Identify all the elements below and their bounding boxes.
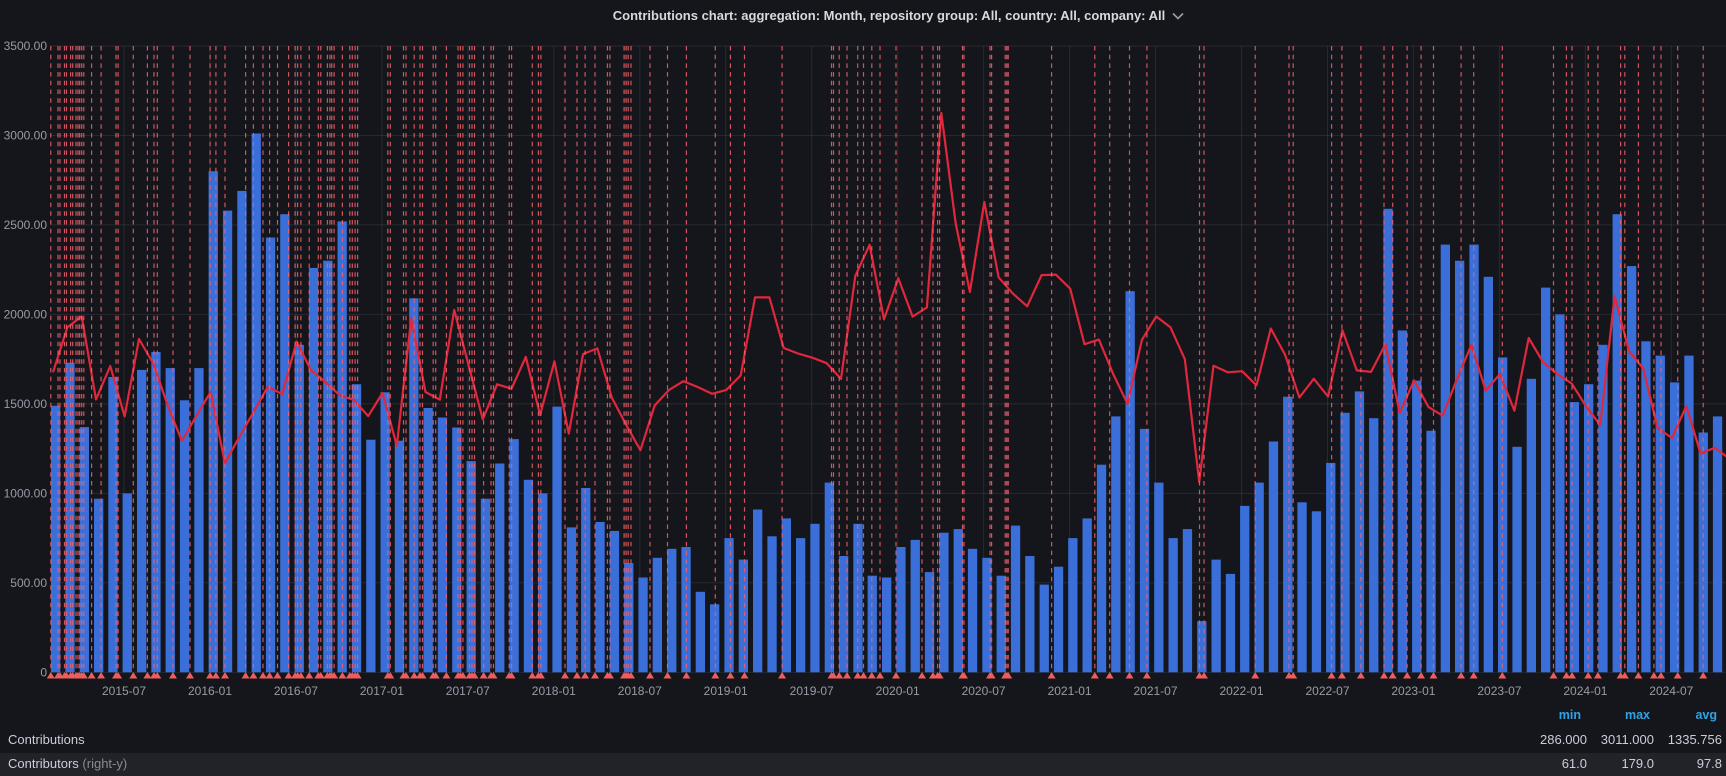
svg-text:max: max: [1625, 708, 1650, 722]
svg-text:2020-01: 2020-01: [876, 684, 920, 698]
svg-text:Contributors (right-y): Contributors (right-y): [8, 756, 127, 771]
svg-text:2024-07: 2024-07: [1649, 684, 1693, 698]
svg-text:2000.00: 2000.00: [4, 307, 48, 321]
svg-text:2020-07: 2020-07: [962, 684, 1006, 698]
svg-text:1335.756: 1335.756: [1668, 732, 1722, 747]
svg-text:2023-01: 2023-01: [1391, 684, 1435, 698]
svg-text:3500.00: 3500.00: [4, 39, 48, 53]
svg-text:Contributions chart: aggregati: Contributions chart: aggregation: Month,…: [613, 8, 1166, 23]
svg-text:2018-07: 2018-07: [618, 684, 662, 698]
svg-text:2016-07: 2016-07: [274, 684, 318, 698]
svg-text:2019-07: 2019-07: [790, 684, 834, 698]
svg-text:3000.00: 3000.00: [4, 129, 48, 143]
svg-text:179.0: 179.0: [1621, 756, 1654, 771]
svg-text:97.8: 97.8: [1697, 756, 1722, 771]
svg-text:2019-01: 2019-01: [704, 684, 748, 698]
svg-text:2022-01: 2022-01: [1219, 684, 1263, 698]
svg-text:2021-01: 2021-01: [1048, 684, 1092, 698]
svg-text:2021-07: 2021-07: [1133, 684, 1177, 698]
svg-text:Contributions: Contributions: [8, 732, 85, 747]
svg-text:2024-01: 2024-01: [1563, 684, 1607, 698]
svg-text:2022-07: 2022-07: [1305, 684, 1349, 698]
svg-text:2023-07: 2023-07: [1477, 684, 1521, 698]
svg-text:1000.00: 1000.00: [4, 486, 48, 500]
svg-text:286.000: 286.000: [1540, 732, 1587, 747]
svg-text:2018-01: 2018-01: [532, 684, 576, 698]
svg-text:2500.00: 2500.00: [4, 218, 48, 232]
svg-text:2017-07: 2017-07: [446, 684, 490, 698]
svg-text:2017-01: 2017-01: [360, 684, 404, 698]
svg-text:min: min: [1559, 708, 1581, 722]
svg-text:61.0: 61.0: [1562, 756, 1587, 771]
svg-text:2015-07: 2015-07: [102, 684, 146, 698]
svg-text:2016-01: 2016-01: [188, 684, 232, 698]
svg-text:3011.000: 3011.000: [1601, 732, 1654, 747]
svg-text:avg: avg: [1695, 708, 1717, 722]
svg-text:0: 0: [40, 665, 47, 679]
svg-text:1500.00: 1500.00: [4, 397, 48, 411]
svg-text:500.00: 500.00: [10, 576, 47, 590]
